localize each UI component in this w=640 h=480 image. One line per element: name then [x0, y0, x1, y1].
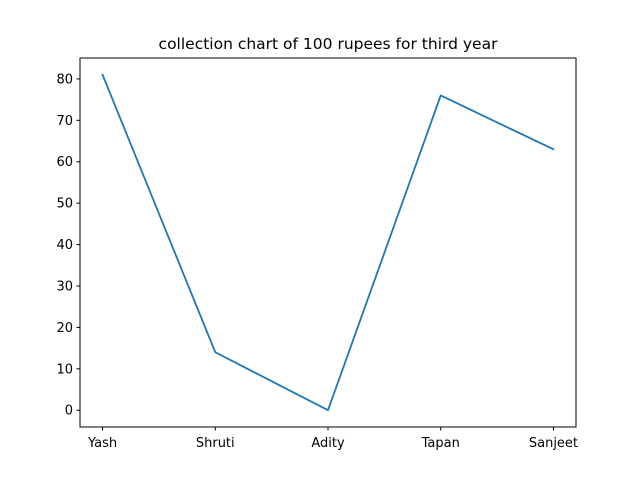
x-tick-label: Yash: [87, 436, 117, 451]
series-line: [101, 73, 555, 412]
x-tick-label: Sanjeet: [529, 436, 578, 451]
y-tick-label: 60: [56, 155, 73, 170]
y-axis-ticks: 0 10 20 30 40 50 60 70 80: [56, 72, 80, 419]
y-tick-label: 80: [56, 72, 73, 87]
y-tick-label: 0: [65, 404, 73, 419]
data-point: [440, 95, 442, 97]
data-point: [553, 148, 555, 150]
y-tick-label: 40: [56, 238, 73, 253]
series-layer: [101, 73, 555, 412]
plot-area-frame: [79, 57, 577, 428]
y-tick-label: 70: [56, 114, 73, 129]
y-tick-label: 20: [56, 321, 73, 336]
data-point: [214, 351, 216, 353]
y-tick-label: 50: [56, 197, 73, 212]
data-point: [327, 409, 329, 411]
chart-title: collection chart of 100 rupees for third…: [159, 35, 499, 53]
x-axis-ticks: Yash Shruti Adity Tapan Sanjeet: [87, 427, 578, 451]
x-tick-label: Shruti: [196, 436, 235, 451]
y-tick-label: 30: [56, 279, 73, 294]
y-tick-label: 10: [56, 362, 73, 377]
x-tick-label: Tapan: [421, 436, 460, 451]
data-point: [102, 74, 104, 76]
x-tick-label: Adity: [311, 436, 345, 451]
